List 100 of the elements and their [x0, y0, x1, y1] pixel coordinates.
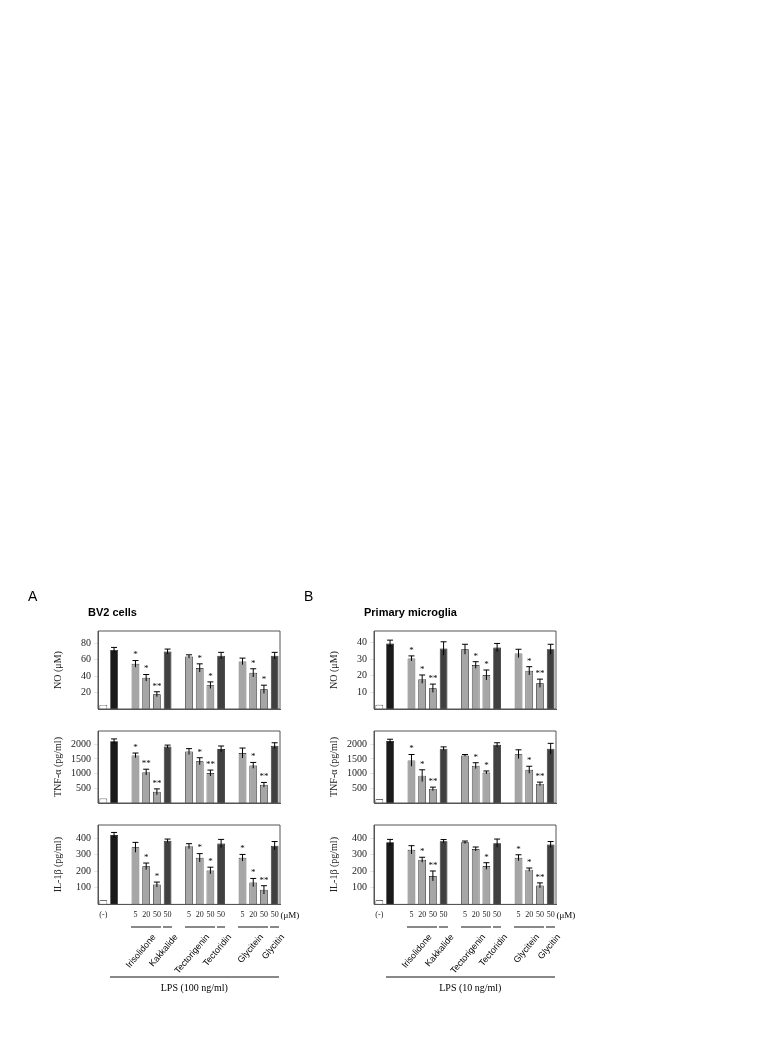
x-tick-label: 50	[152, 910, 161, 920]
data-label: *	[473, 650, 479, 661]
data-label: **	[428, 672, 438, 683]
data-label: **	[428, 775, 438, 786]
text: B	[304, 588, 314, 604]
x-tick-label: 20	[471, 910, 480, 920]
y-tick-label: 20	[81, 686, 91, 698]
data-label: **	[428, 859, 438, 870]
data-label: *	[409, 644, 415, 655]
y-tick-label: 10	[357, 686, 367, 698]
x-tick-label: 50	[546, 910, 555, 920]
x-tick-label: 20	[195, 910, 204, 920]
y-tick-label: 20	[357, 669, 367, 681]
x-tick-label: 50	[270, 910, 279, 920]
data-label: *	[133, 649, 139, 660]
y-axis-title: TNF-α (pg/ml)	[327, 737, 340, 797]
data-label: *	[526, 655, 532, 666]
text: A	[28, 588, 38, 604]
y-tick-label: 400	[352, 831, 367, 843]
data-label: *	[250, 867, 256, 878]
data-label: *	[484, 851, 490, 862]
y-tick-label: 500	[76, 781, 91, 793]
y-tick-label: 200	[352, 864, 367, 876]
x-tick-label: 20	[249, 910, 258, 920]
y-tick-label: 60	[81, 653, 91, 665]
y-tick-label: 100	[76, 881, 91, 893]
data-label: *	[484, 658, 490, 669]
data-label: *	[133, 741, 139, 752]
data-label: *	[208, 856, 214, 867]
data-label: **	[259, 874, 269, 885]
data-label: *	[484, 759, 490, 770]
x-tick-label: 20	[525, 910, 534, 920]
data-label: **	[535, 871, 545, 882]
x-tick-label: 50	[482, 910, 491, 920]
data-label: *	[250, 751, 256, 762]
y-axis-title: TNF-α (pg/ml)	[51, 737, 64, 797]
x-tick-label: 20	[418, 910, 427, 920]
text: LPS (10 ng/ml)	[438, 982, 503, 994]
y-tick-label: 300	[352, 848, 367, 860]
y-tick-label: 80	[81, 636, 91, 648]
text: (μM)	[556, 910, 576, 921]
x-tick-label: 5	[409, 910, 414, 920]
x-tick-label: 50	[259, 910, 268, 920]
y-tick-label: 40	[81, 669, 91, 681]
data-label: **	[535, 667, 545, 678]
x-tick-label: 20	[142, 910, 151, 920]
data-label: **	[535, 770, 545, 781]
x-tick-label: 50	[163, 910, 172, 920]
data-label: *	[526, 856, 532, 867]
x-tick-label: 50	[206, 910, 215, 920]
chart-title: BV2 cells	[88, 606, 137, 618]
data-label: *	[419, 758, 425, 769]
x-tick-label: (-)	[99, 910, 108, 920]
x-tick-label: (-)	[375, 910, 384, 920]
data-label: *	[409, 743, 415, 754]
x-tick-label: 5	[463, 910, 467, 920]
data-label: *	[419, 846, 425, 857]
x-tick-label: 50	[493, 910, 502, 920]
x-tick-label: 50	[217, 910, 226, 920]
data-label: **	[141, 758, 152, 769]
y-tick-label: 40	[357, 636, 367, 648]
data-label: *	[208, 670, 214, 681]
y-axis-title: NO (μM)	[327, 651, 340, 689]
y-axis-title: IL-1β (pg/ml)	[51, 837, 64, 893]
x-tick-label: 5	[133, 910, 138, 920]
data-label: *	[240, 843, 246, 854]
y-tick-label: 1500	[347, 752, 367, 764]
x-tick-label: 50	[535, 910, 544, 920]
data-label: *	[143, 851, 149, 862]
data-label: *	[197, 746, 203, 757]
data-label: *	[197, 652, 203, 663]
y-axis-title: NO (μM)	[51, 651, 64, 689]
y-tick-label: 1000	[347, 767, 367, 779]
data-label: *	[250, 657, 256, 668]
y-tick-label: 400	[76, 831, 91, 843]
y-tick-label: 100	[352, 881, 367, 893]
chart-title: Primary microglia	[364, 606, 457, 618]
x-tick-label: 50	[428, 910, 437, 920]
text: LPS (100 ng/ml)	[159, 982, 229, 994]
x-tick-label: 50	[439, 910, 448, 920]
y-axis-title: IL-1β (pg/ml)	[327, 837, 340, 893]
data-label: *	[261, 674, 267, 685]
y-tick-label: 2000	[71, 737, 91, 749]
x-tick-label: 5	[240, 910, 245, 920]
data-label: *	[516, 843, 522, 854]
data-label: **	[259, 771, 269, 782]
text: (μM)	[280, 910, 300, 921]
data-label: *	[526, 755, 532, 766]
data-label: *	[473, 751, 479, 762]
data-label: *	[419, 663, 425, 674]
x-tick-label: 5	[187, 910, 191, 920]
data-label: **	[152, 680, 162, 691]
y-tick-label: 1000	[71, 767, 91, 779]
y-tick-label: 2000	[347, 737, 367, 749]
data-label: **	[152, 777, 162, 788]
y-tick-label: 500	[352, 781, 367, 793]
data-label: *	[143, 663, 149, 674]
x-tick-label: 5	[516, 910, 521, 920]
y-tick-label: 300	[76, 848, 91, 860]
data-label: *	[154, 870, 160, 881]
